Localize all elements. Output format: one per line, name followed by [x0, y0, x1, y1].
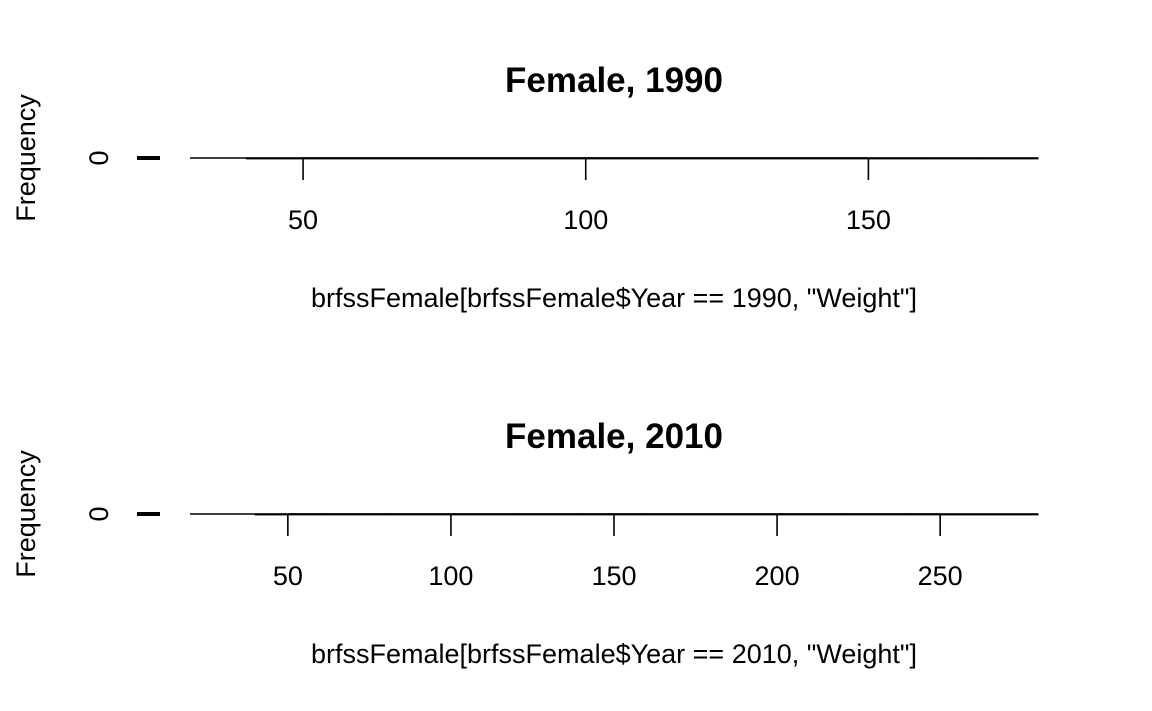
- y-tick-label: 0: [84, 150, 114, 165]
- x-tick-label: 100: [563, 205, 608, 235]
- x-tick-label: 150: [846, 205, 891, 235]
- y-axis-label-1990: Frequency: [11, 94, 41, 222]
- x-tick-label: 150: [591, 561, 636, 591]
- x-axis-label-1990: brfssFemale[brfssFemale$Year == 1990, "W…: [311, 283, 917, 313]
- y-tick-label: 0: [84, 506, 114, 521]
- x-tick-label: 200: [755, 561, 800, 591]
- x-tick-label: 250: [918, 561, 963, 591]
- x-tick-label: 50: [273, 561, 303, 591]
- x-axis-2010: 50 100 150 200 250: [190, 513, 1038, 591]
- x-axis-label-2010: brfssFemale[brfssFemale$Year == 2010, "W…: [311, 639, 917, 669]
- histogram-panel-2010: Female, 2010 Frequency 0 50 100 150 200 250 …: [11, 417, 1039, 669]
- x-tick-label: 100: [428, 561, 473, 591]
- y-axis-1990: 0: [84, 150, 160, 166]
- chart-title-2010: Female, 2010: [505, 417, 723, 456]
- y-axis-2010: 0: [84, 506, 160, 522]
- y-axis-label-2010: Frequency: [11, 450, 41, 578]
- x-tick-label: 50: [288, 205, 318, 235]
- chart-title-1990: Female, 1990: [505, 61, 723, 100]
- histogram-panel-1990: Female, 1990 Frequency 0 50 100 150 brfssF…: [11, 61, 1039, 313]
- x-axis-1990: 50 100 150: [190, 157, 1038, 235]
